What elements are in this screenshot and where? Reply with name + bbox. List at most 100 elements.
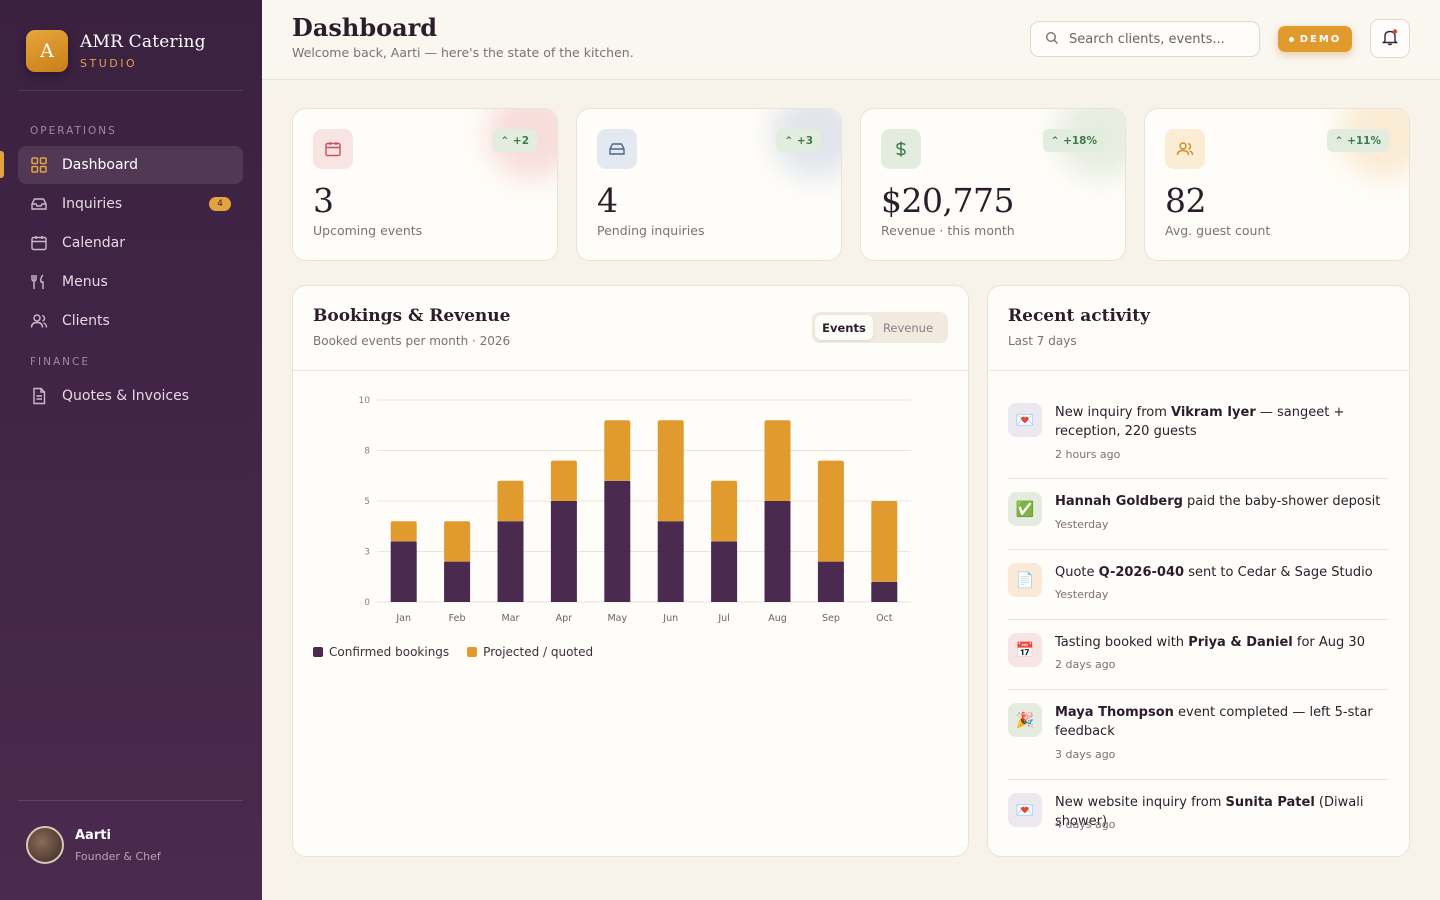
stat-card-upcoming-events[interactable]: ⌃ +2 3 Upcoming events xyxy=(292,108,558,261)
users-icon xyxy=(1165,129,1205,169)
bar-confirmed-may xyxy=(604,480,631,602)
x-tick-label: Aug xyxy=(768,613,787,624)
bar-confirmed-sep xyxy=(817,561,844,602)
trend-up-icon: ⌃ xyxy=(1050,134,1064,147)
divider xyxy=(1008,549,1389,550)
sidebar-item-clients[interactable]: Clients xyxy=(18,302,243,340)
sidebar-item-label: Menus xyxy=(62,274,108,290)
activity-text: Hannah Goldberg paid the baby-shower dep… xyxy=(1055,494,1381,509)
bar-projected-sep xyxy=(817,460,844,562)
bar-confirmed-oct xyxy=(871,581,898,602)
bar-projected-mar xyxy=(497,480,524,522)
card-title: Bookings & Revenue xyxy=(313,306,511,326)
stat-delta: ⌃ +3 xyxy=(776,129,821,152)
toggle-revenue[interactable]: Revenue xyxy=(882,320,934,335)
y-tick-label: 10 xyxy=(359,396,371,406)
sidebar-item-label: Quotes & Invoices xyxy=(62,388,190,404)
sidebar-item-inquiries[interactable]: Inquiries 4 xyxy=(18,185,243,223)
divider xyxy=(988,370,1409,371)
page-title: Dashboard xyxy=(292,13,438,42)
bar-confirmed-jun xyxy=(657,521,684,602)
activity-time: 4 days ago xyxy=(1055,818,1116,831)
x-tick-label: May xyxy=(607,613,627,624)
bar-confirmed-jan xyxy=(390,541,417,602)
stat-label: Avg. guest count xyxy=(1165,223,1271,238)
sidebar-item-label: Clients xyxy=(62,313,110,329)
dollar-icon xyxy=(881,129,921,169)
sidebar-item-dashboard[interactable]: Dashboard xyxy=(18,146,243,184)
legend-item-projected[interactable]: Projected / quoted xyxy=(467,645,593,659)
bar-confirmed-feb xyxy=(444,561,471,602)
sidebar-item-label: Inquiries xyxy=(62,196,123,212)
notifications-button[interactable] xyxy=(1370,19,1410,58)
y-tick-label: 5 xyxy=(364,497,370,507)
user-profile[interactable]: Aarti Founder & Chef xyxy=(26,826,161,864)
y-tick-label: 8 xyxy=(364,447,370,457)
users-icon xyxy=(30,312,48,330)
chart-legend: Confirmed bookings Projected / quoted xyxy=(313,645,611,659)
demo-badge[interactable]: DEMO xyxy=(1278,26,1352,52)
love-letter-icon: 💌 xyxy=(1008,793,1042,827)
divider xyxy=(1008,619,1389,620)
calendar-icon: 📅 xyxy=(1008,633,1042,667)
card-subtitle: Last 7 days xyxy=(1008,334,1077,348)
document-icon: 📄 xyxy=(1008,563,1042,597)
sidebar: A AMR Catering STUDIO OPERATIONS Dashboa… xyxy=(0,0,262,900)
x-tick-label: Oct xyxy=(876,613,893,624)
stat-delta-value: +3 xyxy=(796,134,813,147)
activity-time: 2 days ago xyxy=(1055,658,1116,671)
sidebar-item-calendar[interactable]: Calendar xyxy=(18,224,243,262)
bar-projected-jul xyxy=(711,480,738,542)
search-box[interactable] xyxy=(1030,21,1260,57)
section-label-finance: FINANCE xyxy=(30,356,90,368)
activity-time: Yesterday xyxy=(1055,518,1109,531)
section-label-operations: OPERATIONS xyxy=(30,125,117,137)
trend-up-icon: ⌃ xyxy=(500,134,513,147)
search-input[interactable] xyxy=(1069,31,1239,47)
stat-delta-value: +18% xyxy=(1063,134,1097,147)
inquiries-count-badge: 4 xyxy=(209,197,231,211)
x-tick-label: Jan xyxy=(395,613,411,624)
sidebar-item-label: Calendar xyxy=(62,235,125,251)
stat-value: $20,775 xyxy=(881,181,1014,220)
stat-card-pending-inquiries[interactable]: ⌃ +3 4 Pending inquiries xyxy=(576,108,842,261)
brand-logo: A xyxy=(26,30,68,72)
check-icon: ✅ xyxy=(1008,492,1042,526)
bar-confirmed-aug xyxy=(764,501,791,602)
divider xyxy=(1008,689,1389,690)
user-name: Aarti xyxy=(75,827,111,843)
legend-item-confirmed[interactable]: Confirmed bookings xyxy=(313,645,449,659)
stat-value: 82 xyxy=(1165,181,1207,220)
sidebar-item-quotes-invoices[interactable]: Quotes & Invoices xyxy=(18,377,243,415)
stat-card-guest-count[interactable]: ⌃ +11% 82 Avg. guest count xyxy=(1144,108,1410,261)
divider xyxy=(18,90,243,91)
recent-activity-card: Recent activity Last 7 days 💌 New inquir… xyxy=(987,285,1410,857)
stat-card-revenue[interactable]: ⌃ +18% $20,775 Revenue · this month xyxy=(860,108,1126,261)
sidebar-item-menus[interactable]: Menus xyxy=(18,263,243,301)
bar-projected-apr xyxy=(550,460,577,501)
bar-projected-oct xyxy=(871,501,898,582)
stat-label: Pending inquiries xyxy=(597,223,705,238)
stat-delta: ⌃ +11% xyxy=(1326,129,1389,152)
trend-up-icon: ⌃ xyxy=(784,134,797,147)
chart-mode-toggle: Events Revenue xyxy=(812,312,948,343)
love-letter-icon: 💌 xyxy=(1008,403,1042,437)
activity-text: Maya Thompson event completed — left 5-s… xyxy=(1055,705,1373,739)
grid-icon xyxy=(30,156,48,174)
user-role: Founder & Chef xyxy=(75,849,161,863)
bar-confirmed-jul xyxy=(711,541,738,602)
bar-projected-aug xyxy=(764,420,791,501)
activity-time: 2 hours ago xyxy=(1055,448,1121,461)
demo-label: DEMO xyxy=(1299,33,1342,45)
bell-icon xyxy=(1381,28,1399,50)
brand-name: AMR Catering xyxy=(80,32,206,52)
x-tick-label: Jun xyxy=(662,613,678,624)
document-icon xyxy=(30,387,48,405)
status-dot xyxy=(1288,36,1294,42)
bar-projected-jan xyxy=(390,521,417,542)
brand-subtitle: STUDIO xyxy=(80,57,138,70)
calendar-icon xyxy=(30,234,48,252)
stat-delta: ⌃ +2 xyxy=(492,129,537,152)
brand[interactable]: A AMR Catering STUDIO xyxy=(26,30,206,72)
toggle-events[interactable]: Events xyxy=(815,315,873,340)
